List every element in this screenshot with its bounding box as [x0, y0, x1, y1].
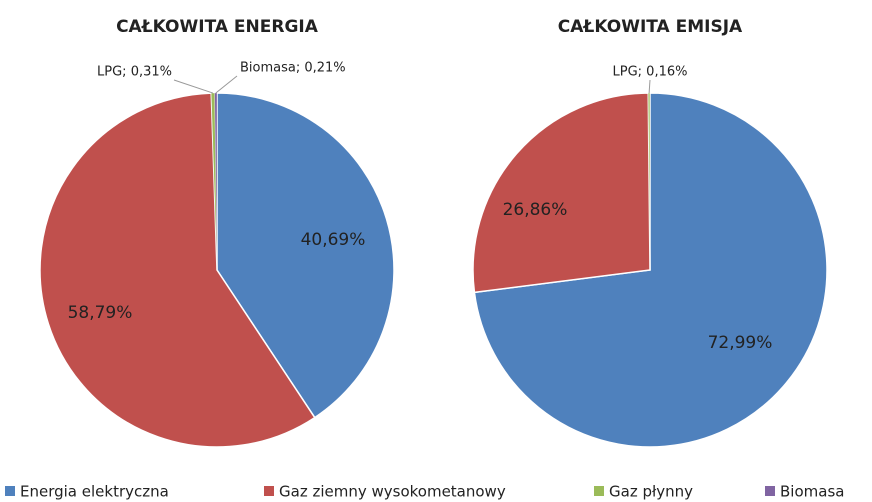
data-label: LPG; 0,31%: [97, 65, 172, 80]
leader-line: [215, 75, 238, 94]
data-label: 40,69%: [301, 230, 366, 250]
legend-label: Biomasa: [780, 483, 844, 501]
legend-label: Gaz płynny: [609, 483, 693, 501]
legend-swatch: [765, 486, 775, 496]
legend-swatch: [594, 486, 604, 496]
data-label: 72,99%: [708, 333, 773, 353]
legend-swatch: [264, 486, 274, 496]
legend-label: Gaz ziemny wysokometanowy: [279, 483, 506, 501]
data-label: LPG; 0,16%: [613, 65, 688, 80]
data-label: 58,79%: [68, 303, 133, 323]
chart-title: CAŁKOWITA EMISJA: [558, 17, 743, 37]
chart-title: CAŁKOWITA ENERGIA: [116, 17, 319, 37]
legend-swatch: [5, 486, 15, 496]
pie-slice: [472, 92, 651, 294]
leader-line: [648, 79, 651, 94]
pie-slice: [39, 92, 316, 448]
data-label: 26,86%: [503, 200, 568, 220]
legend-label: Energia elektryczna: [20, 483, 169, 501]
data-label: Biomasa; 0,21%: [240, 61, 346, 76]
leader-line: [173, 79, 214, 94]
